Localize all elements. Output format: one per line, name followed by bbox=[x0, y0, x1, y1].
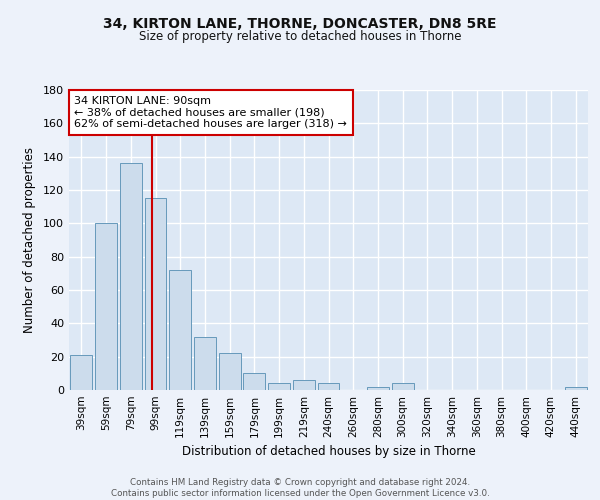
Bar bbox=[194, 336, 216, 390]
Bar bbox=[367, 386, 389, 390]
Bar bbox=[120, 164, 142, 390]
Bar bbox=[219, 354, 241, 390]
Y-axis label: Number of detached properties: Number of detached properties bbox=[23, 147, 36, 333]
Bar bbox=[268, 384, 290, 390]
Bar bbox=[95, 224, 117, 390]
Bar bbox=[565, 386, 587, 390]
Text: Contains HM Land Registry data © Crown copyright and database right 2024.
Contai: Contains HM Land Registry data © Crown c… bbox=[110, 478, 490, 498]
Bar bbox=[70, 355, 92, 390]
Bar bbox=[169, 270, 191, 390]
Bar bbox=[145, 198, 166, 390]
Text: 34, KIRTON LANE, THORNE, DONCASTER, DN8 5RE: 34, KIRTON LANE, THORNE, DONCASTER, DN8 … bbox=[103, 18, 497, 32]
Text: 34 KIRTON LANE: 90sqm
← 38% of detached houses are smaller (198)
62% of semi-det: 34 KIRTON LANE: 90sqm ← 38% of detached … bbox=[74, 96, 347, 129]
Bar bbox=[244, 374, 265, 390]
X-axis label: Distribution of detached houses by size in Thorne: Distribution of detached houses by size … bbox=[182, 446, 475, 458]
Bar bbox=[293, 380, 314, 390]
Bar bbox=[392, 384, 413, 390]
Text: Size of property relative to detached houses in Thorne: Size of property relative to detached ho… bbox=[139, 30, 461, 43]
Bar bbox=[317, 384, 340, 390]
